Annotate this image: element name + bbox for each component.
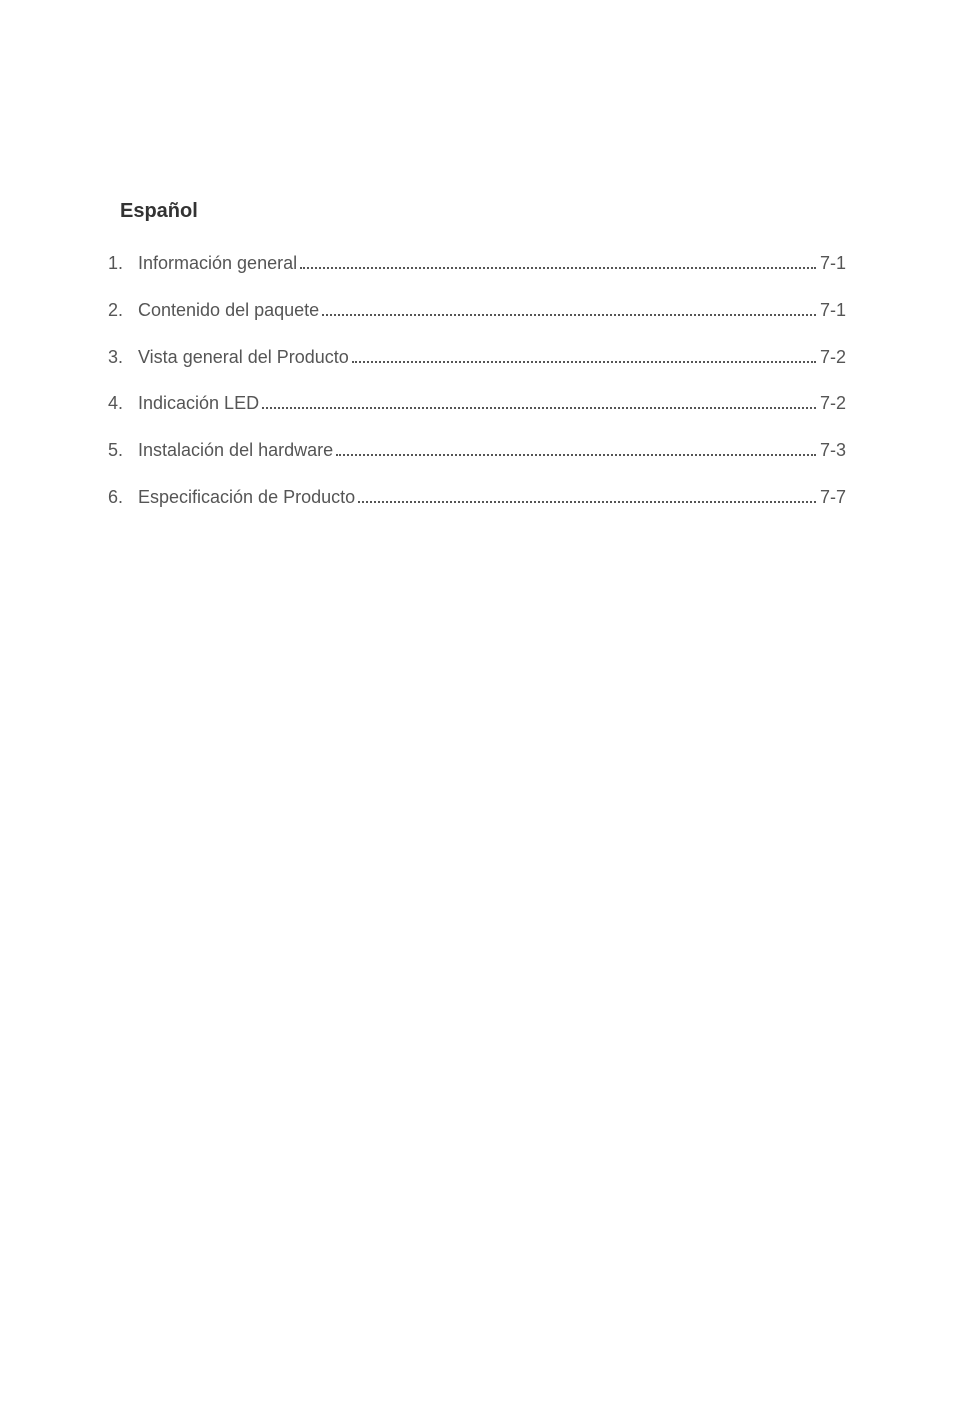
toc-item-text: Vista general del Producto	[138, 343, 349, 372]
toc-dots	[322, 314, 816, 316]
toc-item: 3. Vista general del Producto 7-2	[108, 343, 846, 372]
toc-item-number: 5.	[108, 436, 138, 465]
toc-item-page: 7-3	[820, 436, 846, 465]
toc-item: 5. Instalación del hardware 7-3	[108, 436, 846, 465]
toc-dots	[352, 361, 816, 363]
toc-dots	[358, 501, 816, 503]
toc-item-number: 4.	[108, 389, 138, 418]
toc-item: 6. Especificación de Producto 7-7	[108, 483, 846, 512]
toc-dots	[336, 454, 816, 456]
toc-item-text: Indicación LED	[138, 389, 259, 418]
toc-item-text: Contenido del paquete	[138, 296, 319, 325]
toc-item-number: 3.	[108, 343, 138, 372]
toc-item-number: 1.	[108, 249, 138, 278]
toc-item-number: 6.	[108, 483, 138, 512]
toc-list: 1. Información general 7-1 2. Contenido …	[108, 249, 846, 512]
toc-item-page: 7-1	[820, 249, 846, 278]
toc-dots	[262, 407, 816, 409]
toc-item-page: 7-2	[820, 343, 846, 372]
toc-item-text: Instalación del hardware	[138, 436, 333, 465]
toc-item: 2. Contenido del paquete 7-1	[108, 296, 846, 325]
toc-item-number: 2.	[108, 296, 138, 325]
toc-item-page: 7-7	[820, 483, 846, 512]
table-of-contents: Español 1. Información general 7-1 2. Co…	[108, 200, 846, 512]
toc-item-text: Especificación de Producto	[138, 483, 355, 512]
toc-dots	[300, 267, 816, 269]
toc-item: 4. Indicación LED 7-2	[108, 389, 846, 418]
toc-item-text: Información general	[138, 249, 297, 278]
toc-item-page: 7-2	[820, 389, 846, 418]
toc-title: Español	[120, 200, 846, 223]
toc-item-page: 7-1	[820, 296, 846, 325]
toc-item: 1. Información general 7-1	[108, 249, 846, 278]
